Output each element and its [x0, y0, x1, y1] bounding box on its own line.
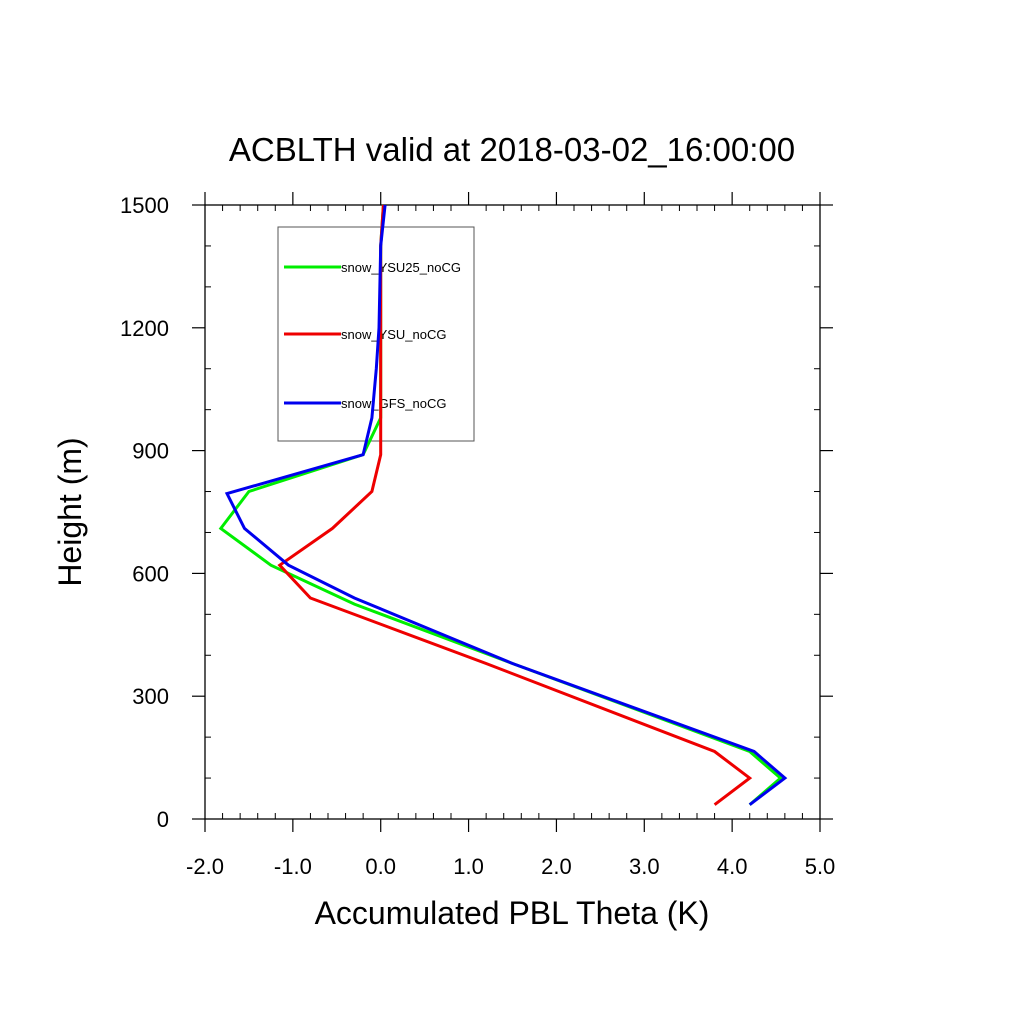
y-tick-label: 300: [132, 684, 169, 709]
x-tick-label: 3.0: [629, 854, 660, 879]
legend-box: [277, 226, 475, 442]
legend-label: snow_YSU_noCG: [341, 327, 447, 342]
axis-ticks: [192, 192, 833, 832]
x-tick-label: -2.0: [186, 854, 224, 879]
axis-tick-labels: -2.0 -1.0 0.0 1.0 2.0 3.0 4.0 5.0 0 300 600 900 1200…: [120, 193, 835, 879]
legend: snow_YSU25_noCG snow_YSU_noCG snow_GFS_noC…: [277, 226, 475, 442]
y-tick-label: 0: [157, 807, 169, 832]
plot-border: [204, 204, 821, 820]
x-tick-label: 5.0: [805, 854, 836, 879]
y-tick-label: 900: [132, 439, 169, 464]
series-line-1: [218, 204, 783, 806]
x-tick-label: -1.0: [274, 854, 312, 879]
legend-label: snow_YSU25_noCG: [341, 260, 461, 275]
y-tick-label: 1200: [120, 316, 169, 341]
x-tick-label: 1.0: [453, 854, 484, 879]
x-tick-label: 0.0: [365, 854, 396, 879]
series-layer: [218, 204, 788, 806]
y-axis-label: Height (m): [52, 437, 88, 586]
series-line-2: [277, 204, 753, 806]
chart-title: ACBLTH valid at 2018-03-02_16:00:00: [229, 131, 795, 168]
x-tick-label: 2.0: [541, 854, 572, 879]
y-tick-label: 600: [132, 561, 169, 586]
y-tick-label: 1500: [120, 193, 169, 218]
legend-label: snow_GFS_noCG: [341, 396, 447, 411]
series-line-3: [224, 204, 788, 806]
x-tick-label: 4.0: [717, 854, 748, 879]
x-axis-label: Accumulated PBL Theta (K): [315, 895, 710, 931]
plot-area: [204, 204, 821, 820]
